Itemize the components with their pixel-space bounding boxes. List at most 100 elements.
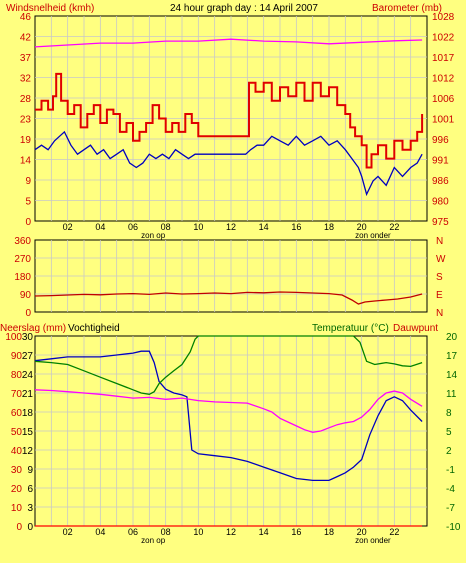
- y-tick-outer: 90: [11, 351, 23, 362]
- y-tick-left: 27: [22, 351, 34, 362]
- temperature-axis-label: Temperatuur (°C): [312, 323, 389, 334]
- y-tick-right: 14: [446, 370, 458, 381]
- y-tick-outer: 60: [11, 408, 23, 419]
- y-tick-left: 30: [22, 332, 34, 343]
- y-tick-outer: 50: [11, 427, 23, 438]
- y-tick-left: 19: [20, 135, 32, 146]
- y-tick-left: 28: [20, 94, 32, 105]
- y-tick-left: 5: [25, 197, 31, 208]
- y-tick-left: 6: [27, 484, 33, 495]
- y-tick-right: E: [436, 290, 443, 301]
- y-tick-left: 15: [22, 427, 34, 438]
- y-tick-left: 3: [27, 503, 33, 514]
- y-tick-right: 1006: [432, 94, 455, 105]
- x-tick-label: 02: [63, 527, 73, 537]
- y-tick-left: 9: [27, 465, 33, 476]
- x-tick-label: 10: [193, 527, 203, 537]
- wind-speed-axis-label: Windsnelheid (kmh): [6, 3, 94, 14]
- y-tick-right: N: [436, 236, 443, 247]
- sunset-label: zon onder: [355, 231, 391, 240]
- chart-title: 24 hour graph day : 14 April 2007: [170, 3, 318, 14]
- x-tick-label: 04: [95, 527, 105, 537]
- y-tick-left: 14: [20, 156, 32, 167]
- x-tick-label: 08: [161, 527, 171, 537]
- y-tick-right: 20: [446, 332, 458, 343]
- y-tick-outer: 80: [11, 370, 23, 381]
- y-tick-left: 90: [20, 290, 32, 301]
- x-tick-label: 22: [389, 527, 399, 537]
- y-tick-outer: 0: [16, 522, 22, 533]
- barometer-axis-label: Barometer (mb): [372, 3, 442, 14]
- x-tick-label: 18: [324, 222, 334, 232]
- series-line-windsnelheid-gust: [35, 72, 424, 169]
- y-tick-left: 23: [20, 115, 32, 126]
- y-tick-right: N: [436, 308, 443, 319]
- x-tick-label: 08: [161, 222, 171, 232]
- y-tick-outer: 70: [11, 389, 23, 400]
- y-tick-left: 18: [22, 408, 34, 419]
- x-tick-label: 20: [357, 222, 367, 232]
- y-tick-left: 37: [20, 53, 32, 64]
- x-tick-label: 04: [95, 222, 105, 232]
- y-tick-left: 360: [14, 236, 31, 247]
- y-tick-right: -4: [446, 484, 455, 495]
- series-layer: [34, 38, 424, 527]
- y-tick-right: 991: [432, 156, 449, 167]
- rain-axis-label: Neerslag (mm): [0, 323, 66, 334]
- y-tick-outer: 100: [5, 332, 22, 343]
- y-tick-left: 12: [22, 446, 34, 457]
- y-tick-left: 46: [20, 12, 32, 23]
- y-tick-right: 975: [432, 217, 449, 228]
- y-tick-right: 986: [432, 176, 449, 187]
- series-line-temperatuur: [34, 389, 423, 433]
- y-tick-left: 9: [25, 176, 31, 187]
- y-tick-outer: 30: [11, 465, 23, 476]
- humidity-axis-label: Vochtigheid: [68, 323, 120, 334]
- y-tick-left: 24: [22, 370, 34, 381]
- y-tick-right: 1017: [432, 53, 455, 64]
- x-tick-label: 14: [259, 527, 269, 537]
- y-tick-right: 1001: [432, 115, 455, 126]
- dewpoint-axis-label: Dauwpunt: [393, 323, 438, 334]
- x-tick-label: 12: [226, 222, 236, 232]
- y-tick-left: 32: [20, 74, 32, 85]
- y-tick-outer: 10: [11, 503, 23, 514]
- y-tick-right: -7: [446, 503, 455, 514]
- y-tick-right: 1022: [432, 33, 455, 44]
- y-tick-left: 42: [20, 33, 32, 44]
- series-line-barometer: [34, 38, 423, 48]
- series-line-vochtigheid: [34, 350, 423, 482]
- y-tick-right: W: [436, 254, 446, 265]
- y-tick-left: 21: [22, 389, 34, 400]
- x-tick-label: 18: [324, 527, 334, 537]
- x-tick-label: 12: [226, 527, 236, 537]
- y-tick-right: 980: [432, 197, 449, 208]
- y-tick-right: 996: [432, 135, 449, 146]
- y-tick-right: 2: [446, 446, 452, 457]
- x-tick-label: 16: [291, 527, 301, 537]
- y-tick-outer: 20: [11, 484, 23, 495]
- y-tick-left: 0: [27, 522, 33, 533]
- x-tick-label: 14: [259, 222, 269, 232]
- x-tick-label: 22: [389, 222, 399, 232]
- series-line-dauwpunt: [34, 335, 423, 395]
- series-line-windsnelheid: [34, 130, 423, 197]
- x-tick-label: 02: [63, 222, 73, 232]
- y-tick-right: 1028: [432, 12, 455, 23]
- y-tick-right: 5: [446, 427, 452, 438]
- y-tick-left: 180: [14, 272, 31, 283]
- x-tick-label: 10: [193, 222, 203, 232]
- sunset-label: zon onder: [355, 536, 391, 545]
- y-tick-outer: 40: [11, 446, 23, 457]
- y-tick-right: 8: [446, 408, 452, 419]
- grid-layer: [35, 16, 427, 526]
- x-tick-label: 20: [357, 527, 367, 537]
- y-tick-left: 0: [25, 308, 31, 319]
- series-line-windrichting: [34, 291, 423, 305]
- y-tick-right: -1: [446, 465, 455, 476]
- x-tick-label: 06: [128, 222, 138, 232]
- y-tick-right: -10: [446, 522, 461, 533]
